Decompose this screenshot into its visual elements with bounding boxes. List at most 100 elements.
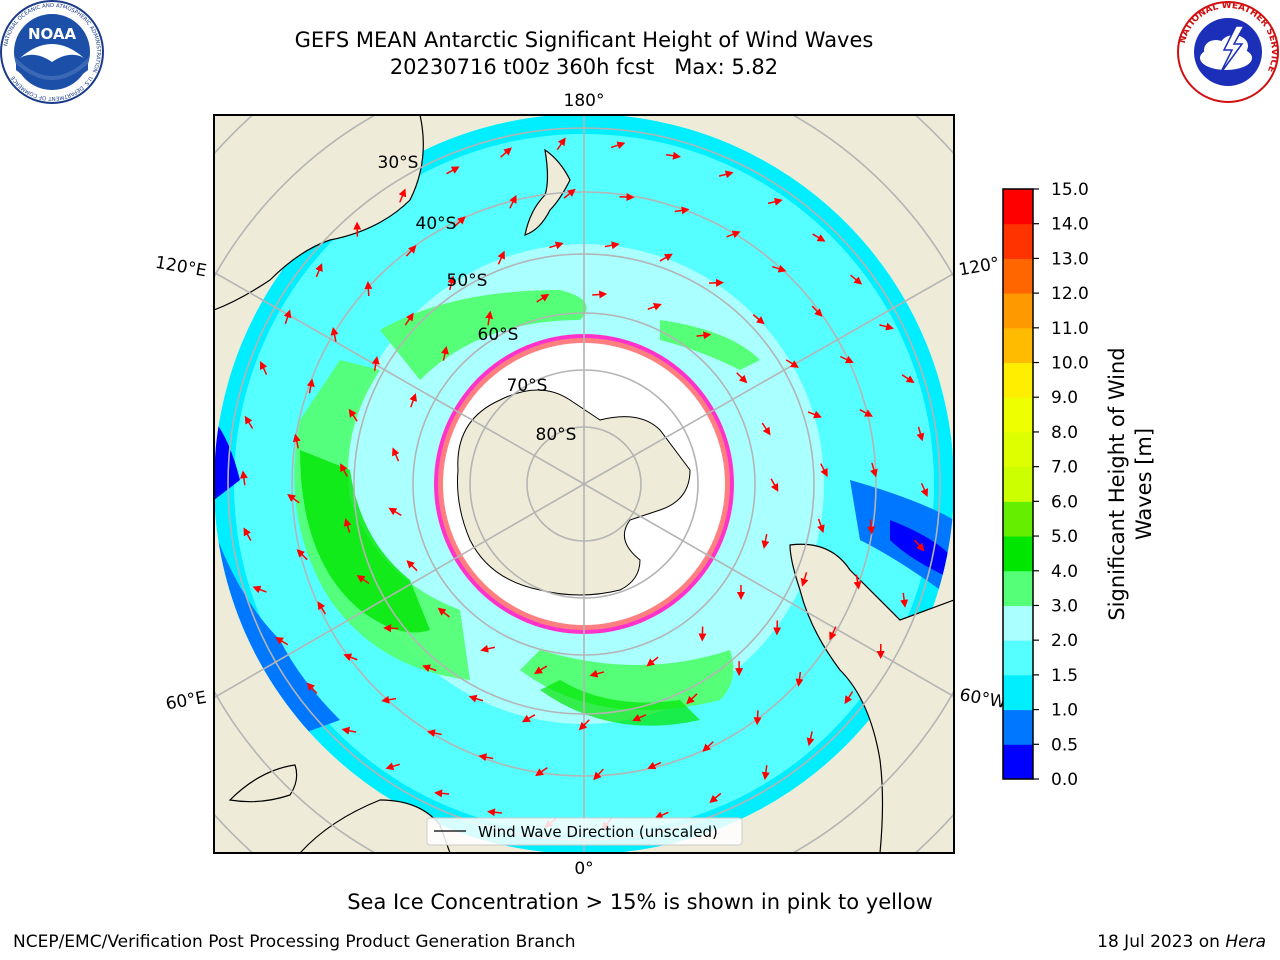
wave-direction-arrow — [315, 263, 323, 278]
latitude-label-60s: 60°S — [478, 325, 519, 345]
footer-date: 18 Jul 2023 on Hera — [1097, 932, 1266, 952]
wave-direction-arrow — [589, 669, 605, 678]
colorbar-bin — [1003, 431, 1033, 468]
colorbar-bin — [1003, 466, 1033, 502]
wave-direction-arrow — [800, 572, 809, 587]
map-frame — [213, 114, 955, 854]
colorbar-bin — [1003, 605, 1033, 641]
wave-direction-arrow — [296, 549, 308, 561]
colorbar-tick-label: 3.0 — [1051, 596, 1078, 616]
colorbar-bin — [1003, 258, 1033, 294]
wave-direction-arrow — [761, 533, 770, 549]
graticule — [214, 115, 954, 853]
new-zealand-land — [524, 148, 571, 236]
wave-direction-arrow — [820, 463, 828, 477]
legend-label: Wind Wave Direction (unscaled) — [478, 823, 718, 841]
longitude-label-0: 0° — [574, 859, 593, 879]
wave-direction-arrow — [647, 303, 662, 311]
colorbar-bin — [1003, 640, 1033, 676]
colorbar-tick-label: 15.0 — [1051, 180, 1089, 200]
wave-direction-arrow — [259, 361, 268, 375]
colorbar-frame — [1002, 188, 1034, 780]
wave-direction-arrow — [468, 694, 484, 703]
colorbar-tick-label: 13.0 — [1051, 249, 1089, 269]
wave-direction-arrow — [535, 766, 548, 777]
longitude-label-120w: 120° — [957, 254, 1001, 281]
wave-direction-arrow — [593, 768, 604, 781]
wave-direction-arrow — [381, 695, 397, 704]
nws-logo: NATIONAL WEATHER SERVICE — [1177, 1, 1279, 103]
wave-direction-arrow — [441, 345, 449, 361]
colorbar-bin — [1003, 189, 1033, 225]
colorbar-tick-label: 1.5 — [1051, 666, 1078, 686]
wave-direction-arrow — [654, 811, 669, 819]
wave-direction-arrow — [696, 331, 712, 340]
wave-direction-arrow — [340, 463, 348, 477]
wave-direction-arrow — [239, 470, 248, 486]
wind-wave-direction-arrows — [239, 137, 929, 830]
colorbar-tick-label: 4.0 — [1051, 562, 1078, 582]
map-legend: Wind Wave Direction (unscaled) — [426, 817, 743, 846]
wave-direction-arrow — [785, 359, 799, 368]
wave-direction-arrow — [879, 322, 894, 331]
wave-direction-arrow — [454, 216, 466, 227]
wave-direction-arrow — [409, 393, 417, 408]
wave-direction-arrow — [536, 293, 550, 303]
wave-direction-arrow — [447, 275, 456, 291]
wave-direction-arrow — [405, 245, 417, 257]
wave-direction-arrow — [726, 230, 741, 239]
longitude-label-60e: 60°E — [164, 688, 208, 715]
polar-map[interactable]: 180° 120°E 120° 60°E 60°W 0° 30°S 40°S 5… — [88, 0, 1080, 960]
wave-direction-arrow — [306, 682, 318, 694]
wave-direction-arrow — [244, 415, 254, 429]
colorbar-bin — [1003, 223, 1033, 259]
wave-direction-arrow — [761, 765, 770, 781]
wave-direction-arrow — [556, 137, 566, 151]
latitude-label-40s: 40°S — [416, 214, 457, 234]
longitude-label-120e: 120°E — [154, 253, 208, 282]
wave-direction-arrow — [870, 462, 878, 478]
wave-direction-arrow — [398, 188, 407, 203]
wave-direction-arrow — [853, 574, 862, 590]
latitude-label-80s: 80°S — [536, 425, 577, 445]
wave-direction-arrow — [252, 585, 267, 594]
wave-direction-arrow — [850, 274, 863, 285]
colorbar-bin — [1003, 293, 1033, 329]
wave-direction-arrow — [283, 309, 292, 324]
colorbar-bin — [1003, 501, 1033, 537]
wave-direction-arrow — [478, 753, 494, 762]
wave-direction-arrow — [795, 671, 804, 687]
colorbar-bin — [1003, 674, 1033, 711]
wave-direction-arrow — [829, 626, 837, 641]
longitude-label-180: 180° — [564, 91, 605, 111]
wave-direction-arrow — [292, 433, 301, 449]
wave-direction-arrow — [761, 422, 771, 436]
wave-direction-arrow — [446, 166, 460, 175]
wave-direction-arrow — [385, 762, 401, 771]
wave-direction-arrow — [480, 644, 496, 653]
wave-direction-arrow — [485, 310, 494, 326]
wave-direction-arrow — [859, 409, 873, 417]
wave-direction-arrow — [632, 714, 647, 722]
wave-direction-arrow — [406, 560, 418, 572]
colorbar-tick-label: 0.0 — [1051, 770, 1078, 790]
wave-direction-arrow — [610, 141, 626, 150]
wave-direction-arrow — [753, 710, 762, 726]
wave-direction-arrow — [534, 665, 548, 674]
colorbar-tick-label: 1.0 — [1051, 701, 1078, 721]
wave-direction-arrow — [811, 305, 823, 317]
latitude-label-50s: 50°S — [447, 271, 488, 291]
wave-direction-arrow — [521, 714, 536, 723]
wave-direction-arrow — [646, 656, 659, 667]
map-title: GEFS MEAN Antarctic Significant Height o… — [294, 28, 874, 52]
wave-direction-arrow — [807, 410, 822, 419]
wave-direction-arrow — [901, 374, 915, 384]
wave-direction-arrow — [371, 356, 380, 371]
map-subtitle: 20230716 t00z 360h fcst Max: 5.82 — [389, 55, 779, 79]
colorbar-label-line2: Waves [m] — [1132, 428, 1156, 540]
wave-direction-arrow — [549, 241, 564, 250]
wave-direction-arrow — [770, 478, 779, 492]
wave-direction-arrow — [348, 408, 358, 422]
colorbar-bin — [1003, 362, 1033, 398]
wave-direction-arrow — [900, 592, 909, 608]
